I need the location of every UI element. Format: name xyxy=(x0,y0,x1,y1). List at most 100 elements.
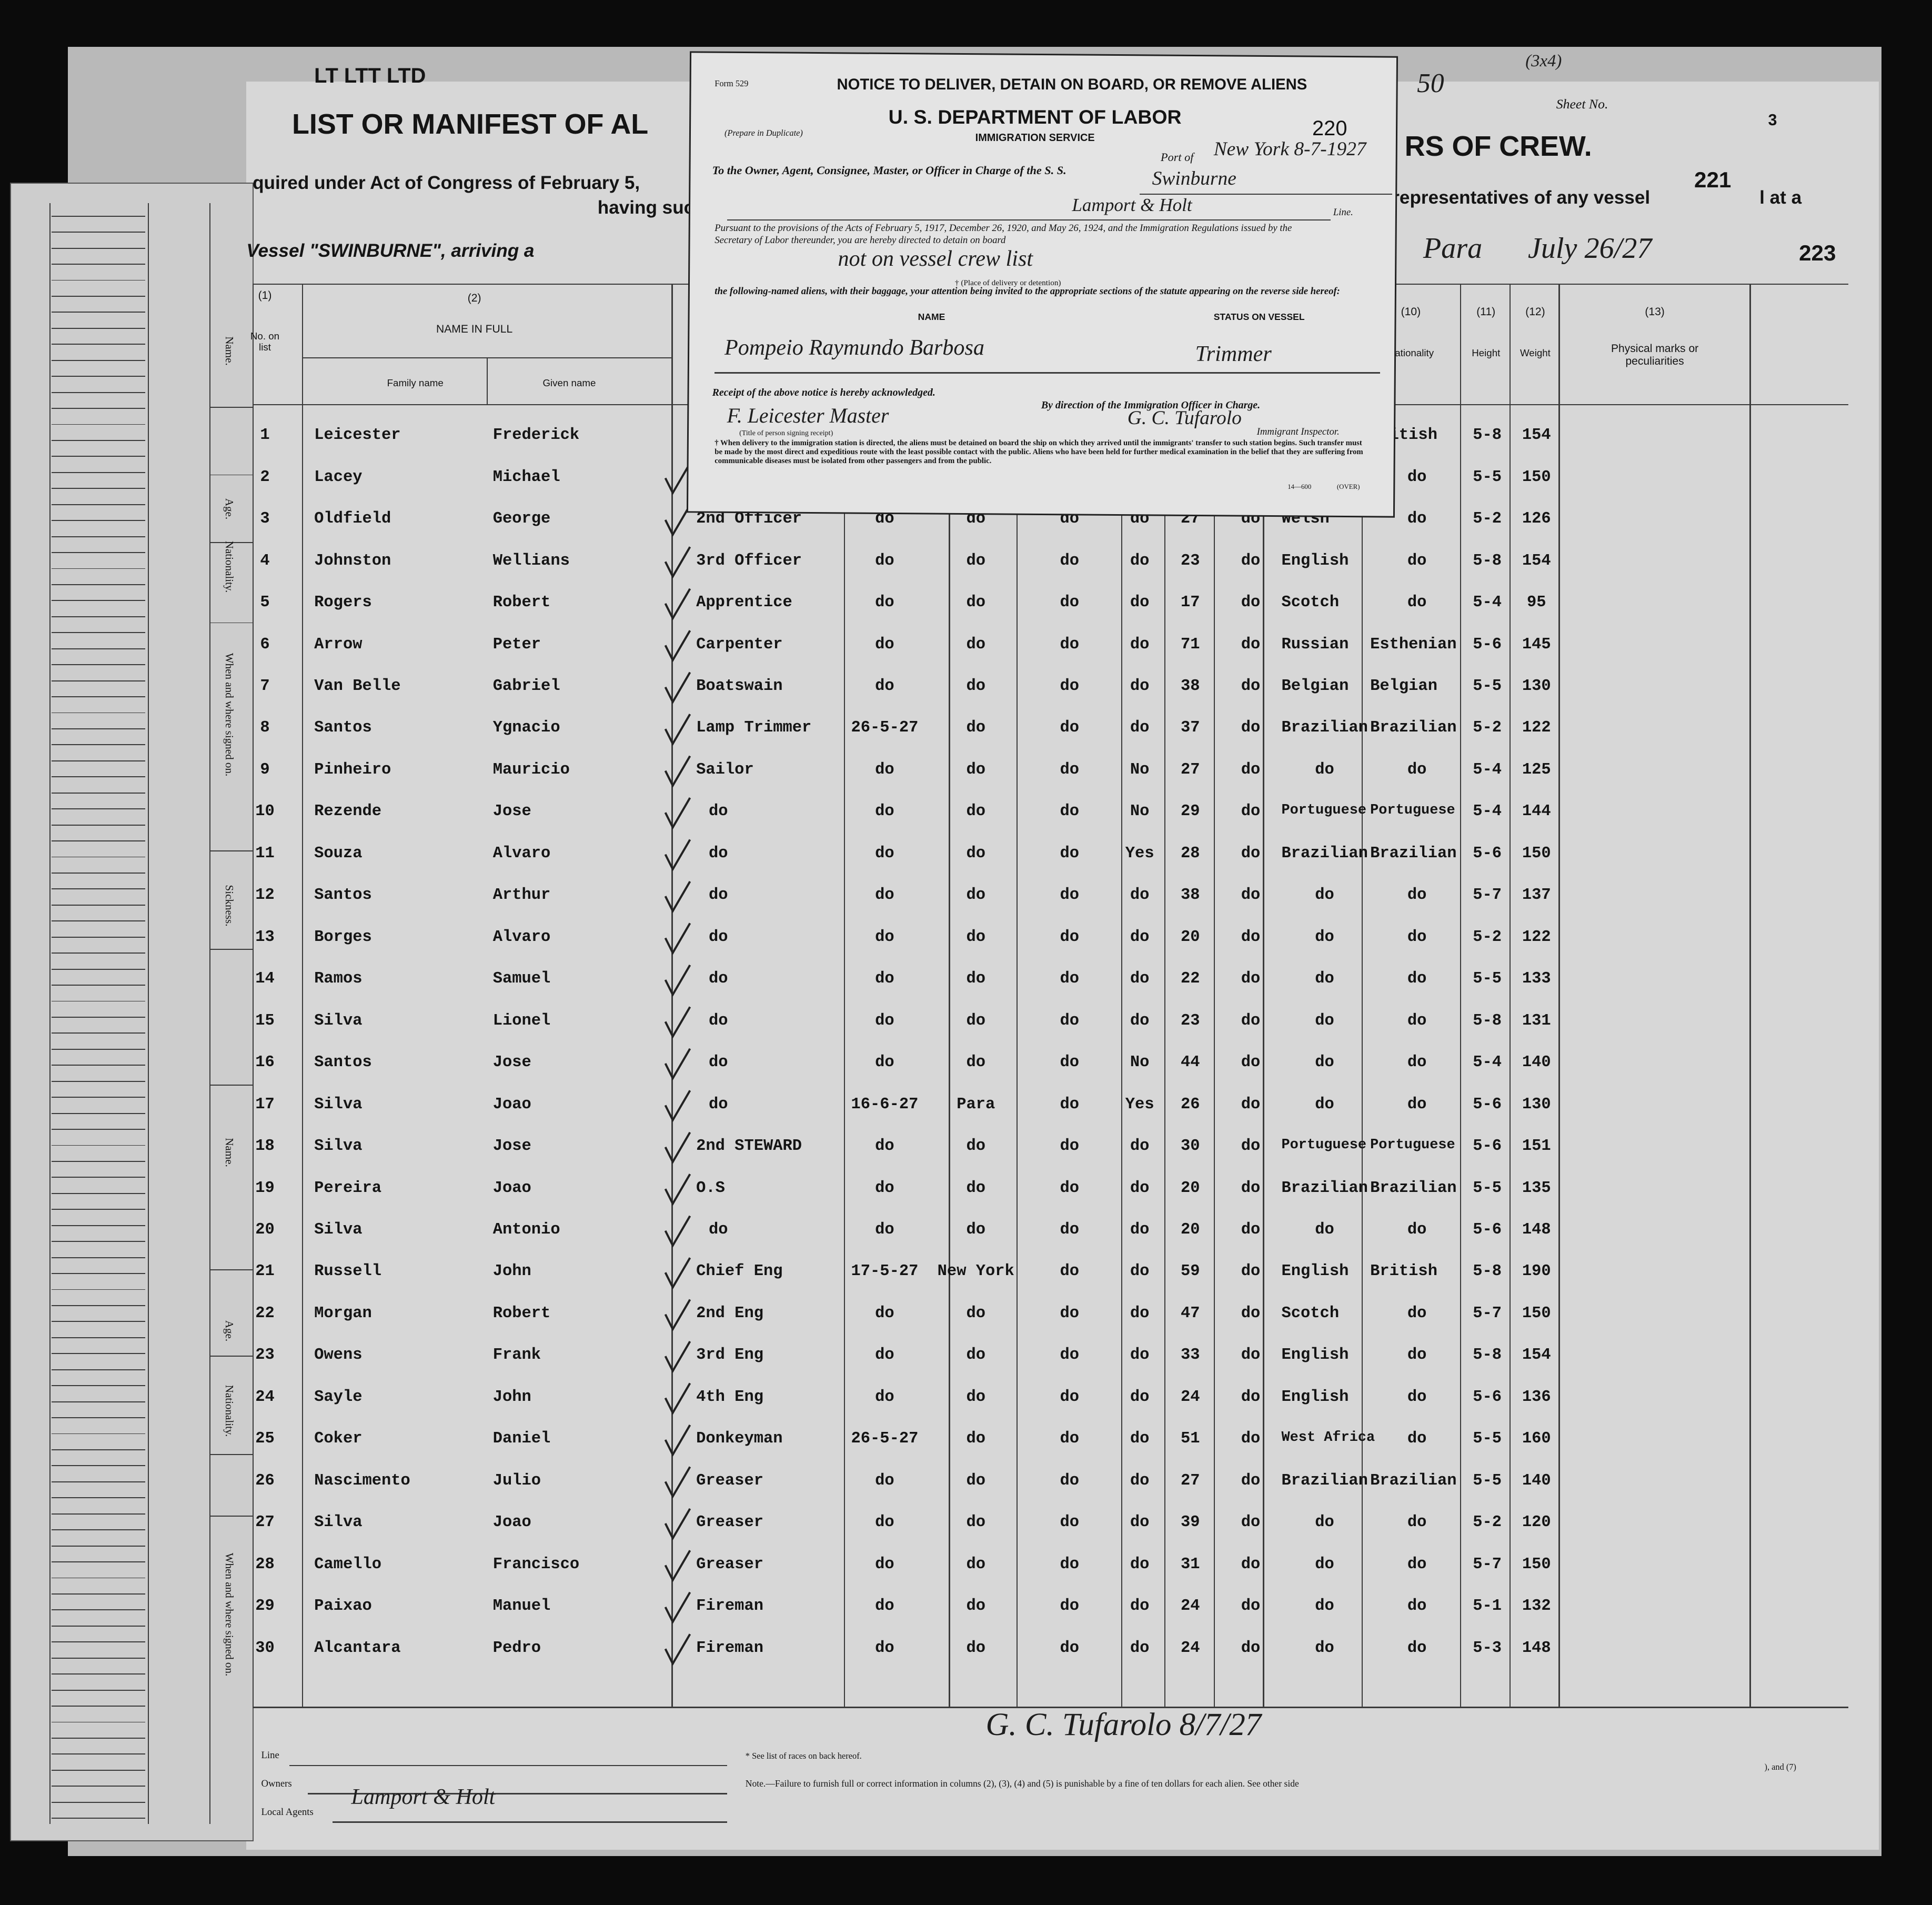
position: Apprentice xyxy=(696,594,792,612)
where-engaged: do xyxy=(966,1639,985,1657)
column-eight: do xyxy=(1130,1639,1150,1657)
age: 37 xyxy=(1180,719,1200,737)
check-mark xyxy=(664,546,691,579)
penalty-note: Note.—Failure to furnish full or correct… xyxy=(745,1778,1299,1789)
age: 24 xyxy=(1180,1597,1200,1616)
nationality: Portuguese xyxy=(1370,803,1455,819)
strip-dotted-line xyxy=(52,1801,146,1803)
family-name: Silva xyxy=(314,1011,363,1030)
strip-line xyxy=(209,406,253,408)
strip-dotted-line xyxy=(52,264,146,265)
column-seven: do xyxy=(1060,1597,1079,1616)
strip-line xyxy=(209,949,253,950)
footer-label: Owners xyxy=(261,1778,292,1790)
age: 24 xyxy=(1180,1639,1200,1657)
age: 31 xyxy=(1180,1555,1200,1573)
strip-dotted-line xyxy=(52,1673,146,1675)
check-mark xyxy=(664,1382,691,1415)
column-seven: do xyxy=(1060,1513,1079,1532)
column-seven: do xyxy=(1060,635,1079,654)
strip-dotted-line xyxy=(52,1145,146,1146)
weight: 148 xyxy=(1522,1639,1551,1657)
strip-dotted-line xyxy=(52,1561,146,1562)
weight: 130 xyxy=(1522,677,1551,696)
sheet-number: 3 xyxy=(1768,111,1777,129)
column-ten: do xyxy=(1241,844,1261,863)
given-name: Alvaro xyxy=(492,844,551,863)
date-engaged: do xyxy=(875,1054,894,1072)
position: Greaser xyxy=(696,1555,763,1573)
column-rule xyxy=(1263,283,1264,1707)
family-name: Silva xyxy=(314,1220,363,1239)
check-mark xyxy=(664,1215,691,1248)
nationality: Esthenian xyxy=(1370,635,1457,654)
strip-dotted-line xyxy=(52,247,146,249)
strip-dotted-line xyxy=(52,1706,146,1707)
race: English xyxy=(1281,1262,1349,1281)
date-engaged: do xyxy=(875,886,894,905)
position: Fireman xyxy=(696,1639,763,1657)
strip-line xyxy=(209,850,253,851)
notice-number: 220 xyxy=(1312,117,1347,141)
strip-dotted-line xyxy=(52,1529,146,1531)
column-label: No. on list xyxy=(250,330,280,353)
where-engaged: do xyxy=(966,1011,985,1030)
strip-line xyxy=(209,1516,253,1517)
given-name: Jose xyxy=(492,803,531,821)
nationality: Portuguese xyxy=(1370,1137,1455,1154)
footer-rule xyxy=(333,1821,727,1823)
age: 22 xyxy=(1180,970,1200,988)
form-code: 14—600 xyxy=(1287,483,1312,490)
column-seven: do xyxy=(1060,1471,1079,1490)
family-name: Silva xyxy=(314,1137,363,1156)
check-mark xyxy=(664,1424,691,1457)
height: 5-8 xyxy=(1473,426,1502,445)
strip-dotted-line xyxy=(52,1753,146,1755)
given-name: Peter xyxy=(492,635,541,654)
column-label: Weight xyxy=(1520,347,1551,359)
check-mark xyxy=(664,797,691,830)
height: 5-4 xyxy=(1473,1054,1502,1072)
row-number: 2 xyxy=(260,468,270,486)
column-seven: do xyxy=(1060,594,1079,612)
race: do xyxy=(1315,760,1334,779)
date-engaged: do xyxy=(875,844,894,863)
strip-dotted-line xyxy=(52,376,146,377)
strip-dotted-line xyxy=(52,824,146,826)
given-name: Jose xyxy=(492,1137,531,1156)
races-note: * See list of races on back hereof. xyxy=(745,1750,862,1761)
given-name: Joao xyxy=(492,1179,531,1197)
height: 5-6 xyxy=(1473,844,1502,863)
date-engaged: do xyxy=(875,1220,894,1239)
column-eight: do xyxy=(1130,970,1150,988)
where-engaged: Para xyxy=(957,1095,995,1114)
column-eight: do xyxy=(1130,1262,1150,1281)
given-name: Michael xyxy=(492,468,560,486)
strip-line xyxy=(209,1356,253,1357)
row-number: 7 xyxy=(260,677,270,696)
height: 5-5 xyxy=(1473,677,1502,696)
date-engaged: do xyxy=(875,635,894,654)
master-signature: F. Leicester Master xyxy=(727,404,889,428)
check-mark xyxy=(664,1550,691,1582)
strip-dotted-line xyxy=(52,1721,146,1723)
where-engaged: do xyxy=(966,886,985,905)
title: RS OF CREW. xyxy=(1404,131,1592,163)
age: 51 xyxy=(1180,1430,1200,1448)
strip-dotted-line xyxy=(52,1737,146,1739)
date-engaged: do xyxy=(875,803,894,821)
race: West Africa xyxy=(1281,1430,1375,1446)
family-name: Silva xyxy=(314,1095,363,1114)
check-mark xyxy=(664,588,691,621)
where-engaged: do xyxy=(966,928,985,946)
family-name: Paixao xyxy=(314,1597,372,1616)
strip-dotted-line xyxy=(52,1225,146,1226)
check-mark xyxy=(664,839,691,871)
position: 2nd STEWARD xyxy=(696,1137,802,1156)
given-name: John xyxy=(492,1388,531,1406)
column-rule xyxy=(1558,283,1560,1707)
where-engaged: do xyxy=(966,1137,985,1156)
nationality: do xyxy=(1407,1639,1427,1657)
age: 39 xyxy=(1180,1513,1200,1532)
weight: 122 xyxy=(1522,928,1551,946)
